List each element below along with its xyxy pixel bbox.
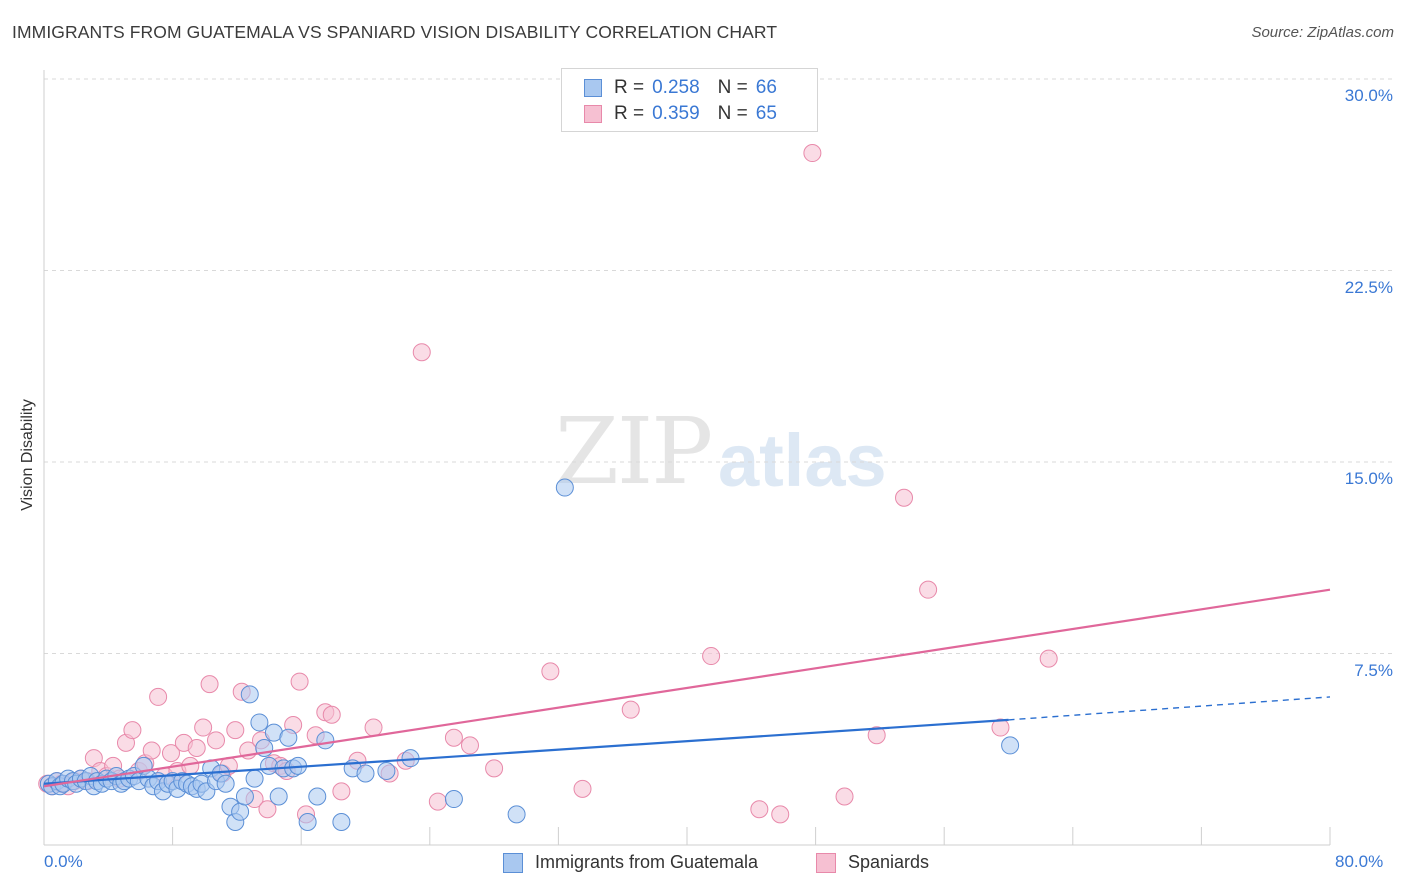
- spaniard-point: [290, 672, 309, 691]
- guatemala-point: [279, 728, 298, 747]
- legend-r-value: 0.258: [652, 77, 700, 98]
- spaniard-trend-line: [43, 588, 1331, 788]
- spaniard-point: [364, 718, 383, 737]
- spaniard-point: [412, 343, 431, 362]
- bottom-legend-spaniards: Spaniards: [816, 852, 929, 873]
- spaniard-point: [226, 721, 245, 740]
- spaniard-point: [322, 705, 341, 724]
- guatemala-point: [308, 787, 327, 806]
- guatemala-point: [245, 769, 264, 788]
- legend-row-spaniards: R = 0.359 N = 65: [584, 103, 777, 125]
- legend-n-label: N =: [717, 103, 748, 124]
- spaniard-point: [123, 721, 142, 740]
- spaniard-point: [187, 738, 206, 757]
- spaniard-point: [919, 580, 938, 599]
- blue-swatch-icon: [584, 79, 602, 97]
- chart-title: IMMIGRANTS FROM GUATEMALA VS SPANIARD VI…: [12, 22, 778, 42]
- source-label: Source: ZipAtlas.com: [1251, 24, 1394, 41]
- watermark-atlas: atlas: [718, 419, 887, 502]
- legend-row-guatemala: R = 0.258 N = 66: [584, 77, 777, 99]
- spaniard-point: [200, 675, 219, 694]
- spaniard-point: [991, 718, 1010, 737]
- guatemala-point: [316, 731, 335, 750]
- correlation-legend: R = 0.258 N = 66 R = 0.359 N = 65: [561, 68, 818, 132]
- y-axis-label: Vision Disability: [19, 399, 36, 511]
- legend-r-label: R =: [614, 77, 645, 98]
- spaniard-point: [771, 805, 790, 824]
- spaniard-point: [621, 700, 640, 719]
- bottom-legend-label: Immigrants from Guatemala: [535, 852, 759, 872]
- bottom-legend-guatemala: Immigrants from Guatemala: [503, 852, 758, 873]
- spaniard-point: [460, 736, 479, 755]
- guatemala-point: [298, 813, 317, 832]
- guatemala-point: [1001, 736, 1020, 755]
- x-tick-label-max: 80.0%: [1335, 852, 1384, 871]
- spaniard-point: [1039, 649, 1058, 668]
- x-tick-label-min: 0.0%: [44, 852, 83, 871]
- legend-r-value: 0.359: [652, 103, 700, 124]
- spaniard-point: [149, 687, 168, 706]
- spaniard-point: [573, 779, 592, 798]
- spaniard-point: [161, 744, 180, 763]
- spaniard-point: [803, 144, 822, 163]
- watermark-zip: ZIP: [555, 398, 713, 505]
- y-tick-label: 15.0%: [1344, 469, 1393, 488]
- legend-n-label: N =: [717, 77, 748, 98]
- spaniard-point: [750, 800, 769, 819]
- guatemala-point: [216, 774, 235, 793]
- guatemala-point: [235, 787, 254, 806]
- spaniard-point: [895, 488, 914, 507]
- guatemala-point: [356, 764, 375, 783]
- guatemala-point: [555, 478, 574, 497]
- spaniard-point: [541, 662, 560, 681]
- guatemala-point: [377, 761, 396, 780]
- legend-n-value: 65: [755, 103, 777, 124]
- spaniard-point: [207, 731, 226, 750]
- spaniard-point: [332, 782, 351, 801]
- spaniard-point: [444, 728, 463, 747]
- guatemala-point: [444, 790, 463, 809]
- pink-swatch-icon: [584, 105, 602, 123]
- guatemala-point: [507, 805, 526, 824]
- spaniard-point: [142, 741, 161, 760]
- spaniard-point: [428, 792, 447, 811]
- y-tick-label: 30.0%: [1344, 86, 1393, 105]
- guatemala-point: [231, 802, 250, 821]
- spaniard-point: [485, 759, 504, 778]
- spaniard-point: [835, 787, 854, 806]
- spaniard-point: [867, 726, 886, 745]
- blue-swatch-icon: [503, 852, 523, 873]
- y-tick-label: 22.5%: [1344, 278, 1393, 297]
- legend-n-value: 66: [755, 77, 777, 98]
- bottom-legend-label: Spaniards: [848, 852, 930, 872]
- guatemala-point: [240, 685, 259, 704]
- spaniard-point: [702, 647, 721, 666]
- y-tick-label: 7.5%: [1354, 661, 1393, 680]
- spaniard-point: [258, 800, 277, 819]
- legend-r-label: R =: [614, 103, 645, 124]
- guatemala-trend-line: [43, 718, 1009, 785]
- guatemala-point: [269, 787, 288, 806]
- guatemala-point: [332, 813, 351, 832]
- pink-swatch-icon: [816, 852, 836, 873]
- guatemala-point: [250, 713, 269, 732]
- spaniard-point: [194, 718, 213, 737]
- guatemala-trend-extension: [1008, 696, 1331, 721]
